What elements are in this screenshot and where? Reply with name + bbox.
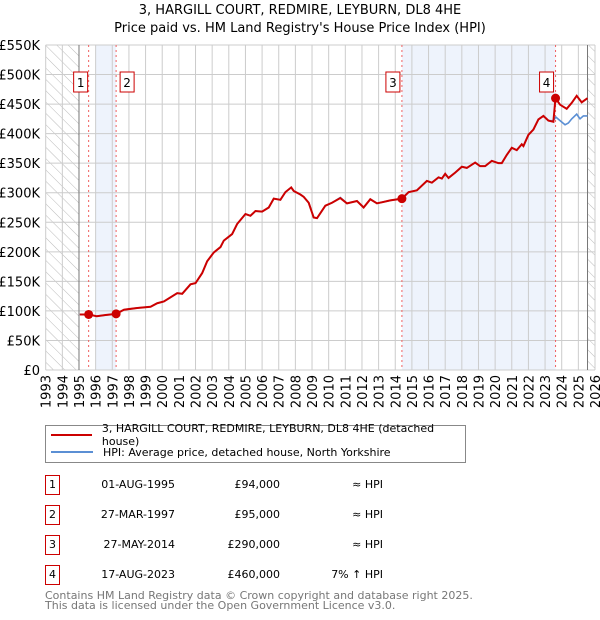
chart-subtitle: Price paid vs. HM Land Registry's House … (114, 21, 486, 36)
legend-item-hpi: HPI: Average price, detached house, Nort… (46, 444, 391, 460)
x-tick-label: 2019 (472, 375, 487, 408)
legend-label: 3, HARGILL COURT, REDMIRE, LEYBURN, DL8 … (101, 422, 435, 448)
x-tick-label: 2022 (522, 375, 537, 408)
transaction-date: 27-MAR-1997 (100, 508, 175, 521)
transaction-row: 2 27-MAR-1997 £95,000 ≈ HPI (45, 505, 485, 525)
x-tick-label: 2007 (273, 375, 288, 408)
x-tick-label: 2010 (323, 375, 338, 408)
transaction-price: £94,000 (234, 478, 281, 491)
y-tick-label: £200K (0, 246, 40, 261)
price-chart: £0 £50K £100K £150K £200K £250K £300K £350K £400… (0, 39, 600, 408)
y-tick-label: £450K (0, 98, 40, 113)
x-tick-label: 2011 (339, 375, 354, 408)
x-tick-label: 2009 (306, 375, 321, 408)
x-tick-label: 2024 (556, 375, 571, 408)
property-price-line (79, 94, 589, 318)
x-tick-label: 2005 (239, 375, 254, 408)
transaction-row: 1 01-AUG-1995 £94,000 ≈ HPI (45, 475, 485, 495)
chart-title: 3, HARGILL COURT, REDMIRE, LEYBURN, DL8 … (138, 3, 462, 18)
hatched-region (587, 45, 595, 370)
y-tick-label: £250K (0, 216, 40, 231)
x-tick-label: 2018 (456, 375, 471, 408)
transaction-number: 1 (45, 475, 60, 495)
sale-label-box (539, 71, 555, 93)
transaction-date: 27-MAY-2014 (103, 538, 175, 551)
footer-copyright: Contains HM Land Registry data © Crown c… (45, 589, 473, 602)
y-tick-label: £150K (0, 275, 40, 290)
shaded-period (95, 45, 117, 370)
x-tick-label: 1996 (90, 375, 105, 408)
y-tick-label: £0 (23, 364, 40, 379)
y-tick-label: £100K (0, 305, 40, 320)
transaction-hpi-relation: 7% ↑ HPI (331, 568, 383, 581)
transaction-hpi-relation: ≈ HPI (352, 478, 383, 491)
x-tick-label: 2026 (589, 375, 600, 408)
legend: 3, HARGILL COURT, REDMIRE, LEYBURN, DL8 … (45, 422, 466, 463)
sale-point (84, 309, 94, 319)
sale-point (397, 194, 407, 204)
y-tick-label: £500K (0, 69, 40, 84)
sale-point (551, 93, 561, 103)
sale-label: 2 (123, 76, 131, 90)
x-tick-label: 2001 (173, 375, 188, 408)
x-tick-label: 2021 (506, 375, 521, 408)
legend-label: HPI: Average price, detached house, Nort… (103, 445, 391, 459)
transaction-date: 01-AUG-1995 (101, 478, 175, 491)
x-tick-label: 2004 (223, 375, 238, 408)
sale-label: 1 (77, 76, 85, 90)
x-tick-label: 2015 (406, 375, 421, 408)
x-tick-label: 2017 (439, 375, 454, 408)
y-tick-label: £350K (0, 157, 40, 172)
x-tick-label: 2023 (539, 375, 554, 408)
transaction-hpi-relation: ≈ HPI (352, 508, 383, 521)
transaction-row: 3 27-MAY-2014 £290,000 ≈ HPI (45, 535, 485, 555)
x-tick-label: 1999 (140, 375, 155, 408)
x-tick-label: 2013 (373, 375, 388, 408)
legend-swatch-blue (51, 451, 93, 453)
sale-label: 3 (389, 76, 397, 90)
transaction-number: 4 (45, 565, 60, 585)
transaction-price: £95,000 (234, 508, 281, 521)
transaction-date: 17-AUG-2023 (101, 568, 175, 581)
transaction-price: £290,000 (227, 538, 281, 551)
x-tick-label: 2008 (289, 375, 304, 408)
legend-item-property: 3, HARGILL COURT, REDMIRE, LEYBURN, DL8 … (46, 422, 465, 448)
y-tick-label: £300K (0, 187, 40, 202)
y-tick-label: £400K (0, 128, 40, 143)
x-tick-label: 2014 (389, 375, 404, 408)
y-tick-label: £50K (7, 334, 41, 349)
transaction-hpi-relation: ≈ HPI (352, 538, 383, 551)
sale-label-box (119, 71, 135, 93)
x-tick-label: 2006 (256, 375, 271, 408)
x-tick-label: 1995 (73, 375, 88, 408)
legend-swatch-red (51, 434, 92, 436)
sale-point (111, 309, 121, 319)
x-tick-label: 2012 (356, 375, 371, 408)
x-tick-label: 2000 (156, 375, 171, 408)
x-tick-label: 1997 (106, 375, 121, 408)
x-tick-label: 1998 (123, 375, 138, 408)
x-tick-label: 2003 (206, 375, 221, 408)
x-tick-label: 1993 (40, 375, 55, 408)
sale-label: 4 (543, 76, 551, 90)
transaction-number: 2 (45, 505, 60, 525)
footer-licence: This data is licensed under the Open Gov… (45, 599, 396, 612)
x-tick-label: 2002 (190, 375, 205, 408)
transaction-row: 4 17-AUG-2023 £460,000 7% ↑ HPI (45, 565, 485, 585)
sale-label-box (385, 71, 401, 93)
sale-label-box (73, 71, 89, 93)
y-tick-label: £550K (0, 39, 40, 54)
x-tick-label: 1994 (56, 375, 71, 408)
transaction-price: £460,000 (227, 568, 281, 581)
x-tick-label: 2025 (572, 375, 587, 408)
x-tick-label: 2020 (489, 375, 504, 408)
x-tick-label: 2016 (423, 375, 438, 408)
transaction-number: 3 (45, 535, 60, 555)
